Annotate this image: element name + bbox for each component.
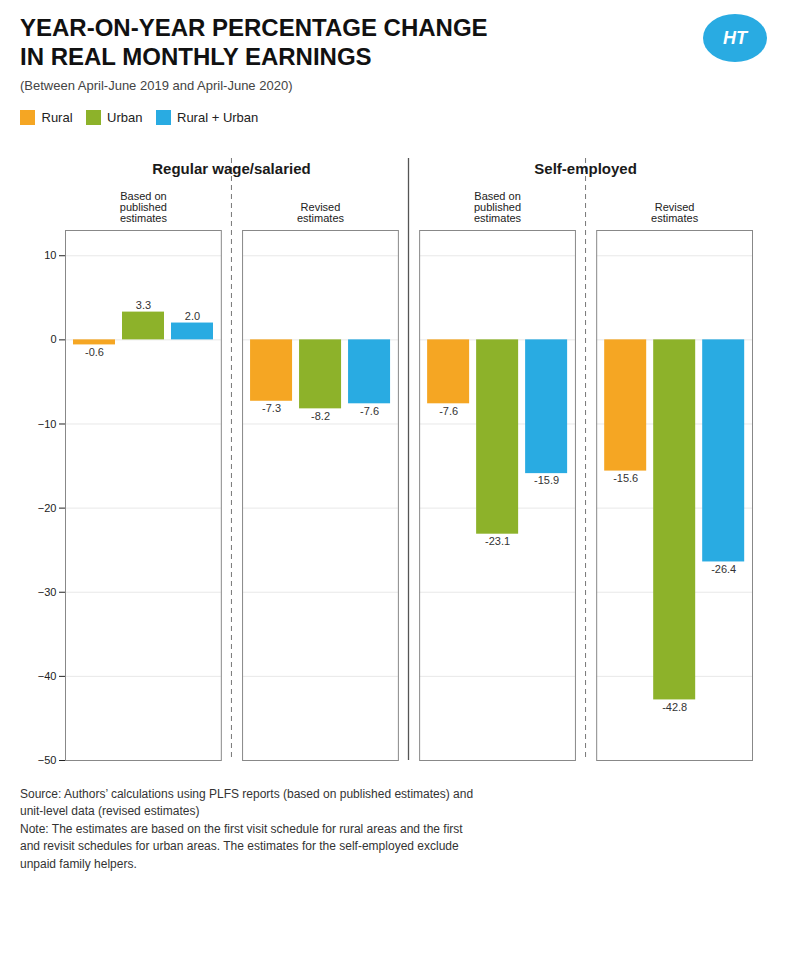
svg-text:−50: −50 (38, 754, 57, 766)
svg-text:−30: −30 (38, 586, 57, 598)
svg-text:-15.6: -15.6 (613, 472, 638, 484)
svg-text:Revisedestimates: Revisedestimates (297, 201, 345, 224)
svg-text:-7.6: -7.6 (360, 405, 379, 417)
svg-text:−40: −40 (38, 670, 57, 682)
svg-text:2.0: 2.0 (185, 310, 200, 322)
svg-text:-23.1: -23.1 (485, 535, 510, 547)
svg-text:-42.8: -42.8 (662, 701, 687, 713)
svg-text:-26.4: -26.4 (711, 563, 736, 575)
svg-text:0: 0 (50, 333, 56, 345)
svg-text:-8.2: -8.2 (311, 410, 330, 422)
html-text:Rural: Rural (41, 109, 73, 125)
html-text:Rural + Urban: Rural + Urban (177, 109, 259, 125)
svg-text:3.3: 3.3 (136, 299, 151, 311)
svg-text:10: 10 (44, 249, 56, 261)
html-text:Source: Authors’ calculations: Source: Authors’ calculations using PLFS… (20, 787, 474, 871)
html-text:(Between April-June 2019 and A: (Between April-June 2019 and April-June … (20, 77, 293, 93)
svg-text:-0.6: -0.6 (85, 346, 104, 358)
svg-text:-15.9: -15.9 (534, 475, 559, 487)
html-text:Urban: Urban (107, 109, 143, 125)
svg-text:Based onpublishedestimates: Based onpublishedestimates (120, 190, 168, 224)
svg-text:Regular wage/salaried: Regular wage/salaried (152, 160, 310, 177)
html-text:YEAR-ON-YEAR PERCENTAGE CHANGE: YEAR-ON-YEAR PERCENTAGE CHANGE IN REAL M… (20, 14, 488, 70)
svg-text:−20: −20 (38, 502, 57, 514)
svg-text:-7.3: -7.3 (262, 402, 281, 414)
html-text:HT: HT (723, 27, 747, 48)
svg-text:-7.6: -7.6 (439, 405, 458, 417)
svg-text:Self-employed: Self-employed (534, 160, 637, 177)
svg-text:−10: −10 (38, 418, 57, 430)
svg-text:Based onpublishedestimates: Based onpublishedestimates (474, 190, 522, 224)
svg-text:Revisedestimates: Revisedestimates (651, 201, 699, 224)
